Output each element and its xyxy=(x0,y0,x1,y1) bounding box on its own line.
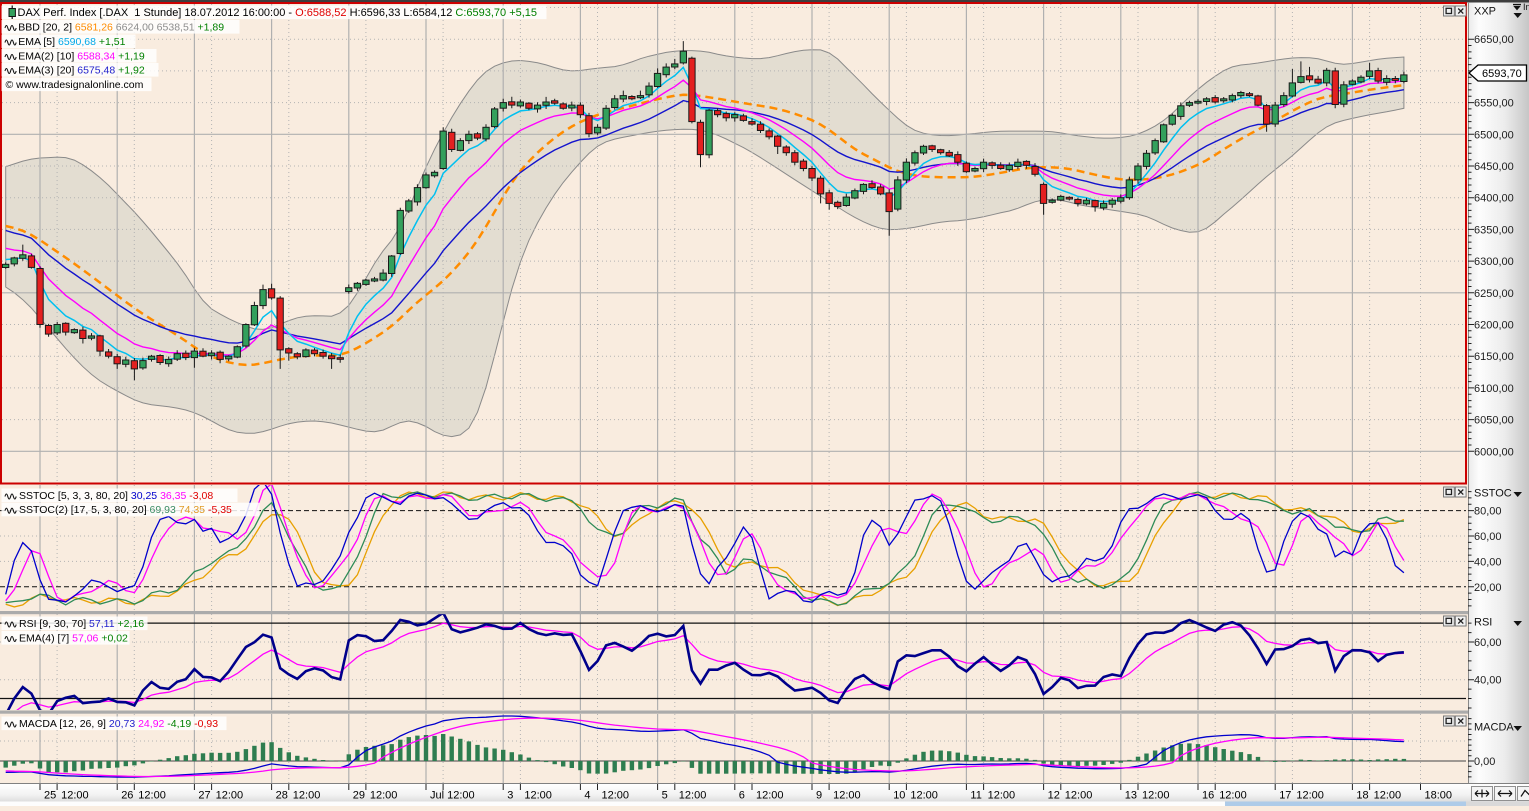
svg-text:SSTOC(2) [17, 5, 3, 80, 20] 69: SSTOC(2) [17, 5, 3, 80, 20] 69,93 74,35 … xyxy=(19,504,232,516)
svg-text:6550,00: 6550,00 xyxy=(1474,98,1514,110)
svg-text:12:00: 12:00 xyxy=(524,790,552,802)
svg-text:6593,70: 6593,70 xyxy=(1482,68,1522,80)
svg-text:12:00: 12:00 xyxy=(61,790,89,802)
svg-text:MACDA: MACDA xyxy=(1474,722,1514,734)
svg-text:18: 18 xyxy=(1356,790,1368,802)
svg-text:EMA(4) [7] 57,06 +0,02: EMA(4) [7] 57,06 +0,02 xyxy=(19,633,128,645)
svg-text:6000,00: 6000,00 xyxy=(1474,446,1514,458)
svg-text:12:00: 12:00 xyxy=(1219,790,1247,802)
svg-text:11: 11 xyxy=(970,790,981,802)
svg-text:SSTOC: SSTOC xyxy=(1474,488,1512,500)
svg-text:12: 12 xyxy=(1048,790,1060,802)
svg-text:EMA [5] 6590,68 +1,51: EMA [5] 6590,68 +1,51 xyxy=(18,36,125,48)
svg-text:6450,00: 6450,00 xyxy=(1474,161,1514,173)
svg-text:BBD [20, 2] 6581,26 6624,00 65: BBD [20, 2] 6581,26 6624,00 6538,51 +1,8… xyxy=(18,22,224,34)
svg-text:12:00: 12:00 xyxy=(679,790,707,802)
svg-text:27: 27 xyxy=(198,790,210,802)
svg-text:12:00: 12:00 xyxy=(370,790,398,802)
svg-text:17: 17 xyxy=(1279,790,1291,802)
svg-text:6300,00: 6300,00 xyxy=(1474,256,1514,268)
svg-text:Jul: Jul xyxy=(430,790,444,802)
svg-text:13: 13 xyxy=(1125,790,1137,802)
svg-text:6100,00: 6100,00 xyxy=(1474,383,1514,395)
svg-text:4: 4 xyxy=(584,790,590,802)
svg-text:6200,00: 6200,00 xyxy=(1474,320,1514,332)
svg-text:6500,00: 6500,00 xyxy=(1474,129,1514,141)
svg-text:20,00: 20,00 xyxy=(1474,582,1502,594)
svg-text:RSI: RSI xyxy=(1474,617,1492,629)
svg-text:9: 9 xyxy=(816,790,822,802)
svg-text:12:00: 12:00 xyxy=(138,790,166,802)
svg-text:29: 29 xyxy=(353,790,365,802)
svg-text:12:00: 12:00 xyxy=(216,790,244,802)
svg-text:In: In xyxy=(1523,2,1529,12)
svg-text:SSTOC [5, 3, 3, 80, 20] 30,25: SSTOC [5, 3, 3, 80, 20] 30,25 36,35 -3,0… xyxy=(19,490,213,502)
svg-text:12:00: 12:00 xyxy=(1142,790,1170,802)
svg-text:12:00: 12:00 xyxy=(756,790,784,802)
svg-text:DAX Perf. Index [.DAX 1 Stund: DAX Perf. Index [.DAX 1 Stunde] 18.07.20… xyxy=(18,7,538,19)
svg-text:12:00: 12:00 xyxy=(1065,790,1093,802)
svg-text:16: 16 xyxy=(1202,790,1214,802)
svg-text:10: 10 xyxy=(893,790,905,802)
svg-text:EMA(3) [20] 6575,48 +1,92: EMA(3) [20] 6575,48 +1,92 xyxy=(18,65,145,77)
svg-text:80,00: 80,00 xyxy=(1474,506,1502,518)
svg-text:60,00: 60,00 xyxy=(1474,531,1502,543)
svg-text:40,00: 40,00 xyxy=(1474,556,1502,568)
svg-text:12:00: 12:00 xyxy=(293,790,321,802)
svg-text:6050,00: 6050,00 xyxy=(1474,415,1514,427)
svg-text:5: 5 xyxy=(662,790,668,802)
svg-text:12:00: 12:00 xyxy=(602,790,630,802)
svg-text:28: 28 xyxy=(276,790,288,802)
svg-text:12:00: 12:00 xyxy=(910,790,938,802)
svg-text:MACDA [12, 26, 9] 20,73 24,92: MACDA [12, 26, 9] 20,73 24,92 -4,19 -0,9… xyxy=(19,718,218,730)
svg-text:6400,00: 6400,00 xyxy=(1474,193,1514,205)
svg-text:6650,00: 6650,00 xyxy=(1474,34,1514,46)
svg-text:12:00: 12:00 xyxy=(833,790,861,802)
svg-text:EMA(2) [10] 6588,34 +1,19: EMA(2) [10] 6588,34 +1,19 xyxy=(18,51,145,63)
svg-text:RSI [9, 30, 70] 57,11 +2,16: RSI [9, 30, 70] 57,11 +2,16 xyxy=(19,618,144,630)
svg-text:18:00: 18:00 xyxy=(1425,790,1453,802)
svg-text:0,00: 0,00 xyxy=(1474,756,1495,768)
svg-text:12:00: 12:00 xyxy=(1296,790,1324,802)
svg-text:6350,00: 6350,00 xyxy=(1474,224,1514,236)
svg-text:XXP: XXP xyxy=(1474,6,1496,18)
svg-text:6: 6 xyxy=(739,790,745,802)
svg-text:12:00: 12:00 xyxy=(1374,790,1402,802)
svg-text:6150,00: 6150,00 xyxy=(1474,351,1514,363)
svg-text:26: 26 xyxy=(121,790,133,802)
svg-text:© www.tradesignalonline.com: © www.tradesignalonline.com xyxy=(6,79,144,91)
svg-text:25: 25 xyxy=(44,790,56,802)
svg-text:60,00: 60,00 xyxy=(1474,637,1502,649)
svg-text:40,00: 40,00 xyxy=(1474,675,1502,687)
svg-text:6250,00: 6250,00 xyxy=(1474,288,1514,300)
svg-text:3: 3 xyxy=(507,790,513,802)
svg-text:12:00: 12:00 xyxy=(988,790,1016,802)
svg-text:12:00: 12:00 xyxy=(447,790,475,802)
